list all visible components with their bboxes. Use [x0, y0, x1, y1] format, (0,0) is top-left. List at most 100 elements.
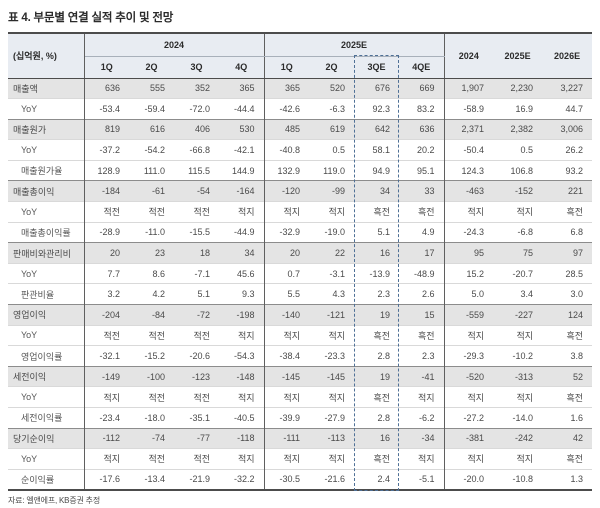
- row-label: 매출총이익: [8, 180, 85, 202]
- cell: 95: [444, 242, 494, 264]
- cell: 3.8: [542, 345, 593, 367]
- cell: -152: [493, 180, 543, 202]
- cell: 3.0: [542, 283, 593, 305]
- cell: -204: [84, 304, 129, 326]
- cell: 555: [129, 77, 174, 99]
- cell: -50.4: [444, 139, 494, 161]
- cell: 19: [354, 304, 400, 326]
- cell: 45.6: [219, 262, 265, 284]
- cell: 619: [309, 118, 355, 140]
- cell: 406: [174, 118, 219, 140]
- cell: 20: [84, 242, 129, 264]
- cell: -463: [444, 180, 494, 202]
- cell: 26.2: [542, 139, 593, 161]
- cell: 20.2: [399, 139, 445, 161]
- table-row: 판매비와관리비 20 23 18 34 20 22 16 17 95 75 97: [8, 242, 593, 264]
- cell: 111.0: [129, 159, 174, 181]
- cell: -111: [264, 427, 310, 449]
- cell: -29.3: [444, 345, 494, 367]
- cell: 16: [354, 427, 400, 449]
- cell: -74: [129, 427, 174, 449]
- cell: -120: [264, 180, 310, 202]
- cell: 22: [309, 242, 355, 264]
- cell: 흑전: [354, 386, 400, 408]
- cell: -15.2: [129, 345, 174, 367]
- cell: -61: [129, 180, 174, 202]
- cell: 16.9: [493, 98, 543, 120]
- cell: -164: [219, 180, 265, 202]
- cell: -149: [84, 365, 129, 387]
- cell: -14.0: [493, 407, 543, 429]
- cell: 흑전: [354, 324, 400, 346]
- table-row: 매출원가율 128.9 111.0 115.5 144.9 132.9 119.0 94.9 9…: [8, 159, 593, 181]
- cell: -54: [174, 180, 219, 202]
- cell: 흑전: [542, 324, 593, 346]
- cell: -54.2: [129, 139, 174, 161]
- cell: -58.9: [444, 98, 494, 120]
- cell: 적지: [219, 324, 265, 346]
- table-row: YoY 적전 적전 적전 적지 적지 적지 흑전 흑전 적지 적지 흑전: [8, 201, 593, 223]
- cell: 적지: [309, 386, 355, 408]
- cell: 7.7: [84, 262, 129, 284]
- cell: -13.9: [354, 262, 400, 284]
- cell: 642: [354, 118, 400, 140]
- cell: 669: [399, 77, 445, 99]
- cell: 흑전: [399, 201, 445, 223]
- table-row: YoY 적지 적전 적전 적지 적지 적지 흑전 적지 적지 적지 흑전: [8, 386, 593, 408]
- cell: 92.3: [354, 98, 400, 120]
- quarter-col-header: 1Q: [84, 56, 129, 79]
- quarter-col-header: 2Q: [129, 56, 174, 79]
- header-quarter-row: 1Q 2Q 3Q 4Q 1Q 2Q 3QE 4QE: [8, 56, 592, 79]
- cell: 44.7: [542, 98, 593, 120]
- cell: 적지: [84, 386, 129, 408]
- cell: -227: [493, 304, 543, 326]
- row-label: YoY: [8, 139, 85, 161]
- table-row: 매출총이익률 -28.9 -11.0 -15.5 -44.9 -32.9 -19.0 5.1 4…: [8, 221, 593, 243]
- cell: -27.9: [309, 407, 355, 429]
- cell: 2.4: [354, 468, 400, 490]
- cell: 적전: [129, 448, 174, 470]
- cell: 적지: [444, 201, 494, 223]
- cell: 15: [399, 304, 445, 326]
- cell: 28.5: [542, 262, 593, 284]
- row-label: 순이익률: [8, 468, 85, 490]
- col-group-2025e: 2025E: [264, 33, 445, 57]
- row-label: YoY: [8, 448, 85, 470]
- quarter-col-header: 4QE: [399, 56, 445, 79]
- cell: 적전: [129, 324, 174, 346]
- cell: -53.4: [84, 98, 129, 120]
- cell: 58.1: [354, 139, 400, 161]
- quarter-col-header: 4Q: [219, 56, 265, 79]
- cell: -48.9: [399, 262, 445, 284]
- cell: -27.2: [444, 407, 494, 429]
- row-label: 영업이익률: [8, 345, 85, 367]
- cell: 485: [264, 118, 310, 140]
- cell: 6.8: [542, 221, 593, 243]
- cell: 2.3: [354, 283, 400, 305]
- cell: -13.4: [129, 468, 174, 490]
- cell: 365: [219, 77, 265, 99]
- cell: -15.5: [174, 221, 219, 243]
- table-row: 매출원가 819 616 406 530 485 619 642 636 2,371 2,382 3,…: [8, 118, 593, 140]
- cell: -59.4: [129, 98, 174, 120]
- row-label: 판관비율: [8, 283, 85, 305]
- cell: 3,227: [542, 77, 593, 99]
- cell: 적전: [174, 201, 219, 223]
- cell: 8.6: [129, 262, 174, 284]
- cell: -20.7: [493, 262, 543, 284]
- cell: 1.6: [542, 407, 593, 429]
- cell: -145: [264, 365, 310, 387]
- table-row: YoY 적지 적전 적전 적지 적지 적지 흑전 적지 적지 적지 흑전: [8, 448, 593, 470]
- cell: 적지: [444, 386, 494, 408]
- annual-col-2026e: 2026E: [542, 33, 593, 79]
- table-row: 당기순이익 -112 -74 -77 -118 -111 -113 16 -34 -381 -242…: [8, 427, 593, 449]
- cell: -40.5: [219, 407, 265, 429]
- cell: -32.9: [264, 221, 310, 243]
- cell: -520: [444, 365, 494, 387]
- cell: 적전: [174, 448, 219, 470]
- cell: 352: [174, 77, 219, 99]
- cell: -6.3: [309, 98, 355, 120]
- cell: 616: [129, 118, 174, 140]
- cell: -20.0: [444, 468, 494, 490]
